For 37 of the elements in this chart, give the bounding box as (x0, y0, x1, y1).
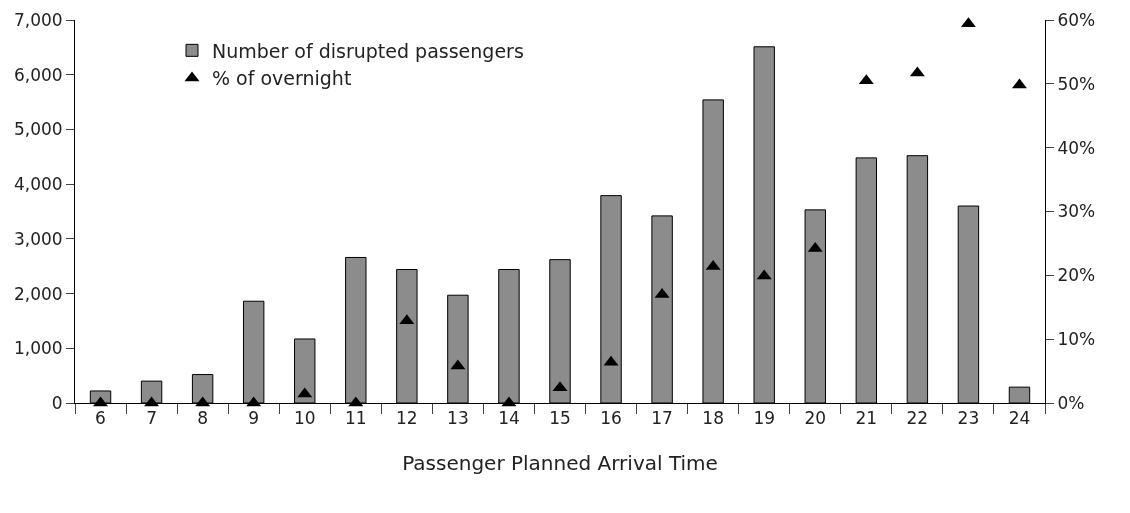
x-tick-label: 15 (549, 408, 571, 429)
x-tick-label: 24 (1008, 408, 1031, 429)
y2-tick-label: 30% (1057, 201, 1096, 222)
x-tick-label: 19 (753, 408, 776, 429)
x-tick-label: 7 (146, 408, 157, 429)
x-tick-label: 12 (396, 408, 418, 429)
x-tick-label: 6 (95, 408, 106, 429)
y-tick-label: 3,000 (13, 228, 63, 249)
x-tick-label: 20 (804, 408, 827, 429)
x-tick-label: 9 (248, 408, 260, 429)
x-tick-label: 21 (855, 408, 878, 429)
x-tick-label: 17 (651, 408, 673, 429)
x-tick-label: 13 (447, 408, 469, 429)
y-tick-label: 0 (51, 392, 63, 413)
y-tick-label: 6,000 (13, 64, 63, 85)
x-tick-label: 10 (293, 408, 316, 429)
x-tick-label: 23 (957, 408, 980, 429)
x-tick-label: 16 (600, 408, 622, 429)
y2-tick-label: 60% (1057, 9, 1096, 30)
x-tick-label: 11 (344, 408, 367, 429)
y2-tick-label: 0% (1057, 392, 1085, 413)
y2-tick-label: 10% (1057, 329, 1096, 350)
x-tick-label: 18 (702, 408, 724, 429)
x-tick-label: 8 (197, 408, 209, 429)
y-tick-label: 1,000 (13, 338, 63, 359)
x-axis-title: Passenger Planned Arrival Time (402, 450, 718, 475)
y-tick-label: 2,000 (13, 283, 63, 304)
y2-tick-label: 20% (1057, 265, 1096, 286)
y2-tick-label: 50% (1057, 73, 1096, 94)
legend-label: % of overnight (212, 67, 352, 90)
y-tick-label: 5,000 (13, 119, 63, 140)
y2-tick-label: 40% (1057, 137, 1096, 158)
y-tick-label: 7,000 (13, 9, 63, 30)
x-tick-label: 14 (498, 408, 520, 429)
y-tick-label: 4,000 (13, 174, 63, 195)
legend-label: Number of disrupted passengers (212, 39, 524, 62)
x-tick-label: 22 (906, 408, 929, 429)
